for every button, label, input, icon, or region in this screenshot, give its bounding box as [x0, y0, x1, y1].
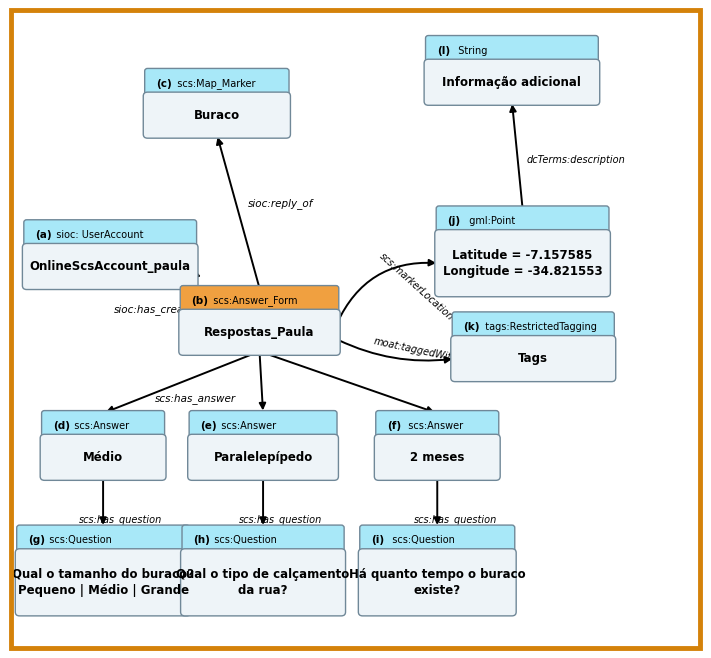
Text: Paralelepípedo: Paralelepípedo [213, 451, 313, 464]
FancyBboxPatch shape [358, 549, 516, 616]
FancyBboxPatch shape [181, 549, 346, 616]
FancyBboxPatch shape [424, 59, 600, 105]
Text: moat:taggedWith: moat:taggedWith [373, 336, 459, 364]
FancyBboxPatch shape [41, 411, 164, 441]
Text: Qual o tamanho do buraco?
Pequeno | Médio | Grande: Qual o tamanho do buraco? Pequeno | Médi… [12, 568, 194, 597]
Text: Respostas_Paula: Respostas_Paula [204, 326, 315, 339]
Text: (k): (k) [464, 322, 480, 332]
Text: Há quanto tempo o buraco
existe?: Há quanto tempo o buraco existe? [349, 568, 525, 597]
Text: scs:markerLocation: scs:markerLocation [377, 251, 455, 322]
Text: (i): (i) [371, 535, 384, 545]
FancyBboxPatch shape [16, 549, 191, 616]
FancyBboxPatch shape [143, 92, 290, 138]
FancyBboxPatch shape [374, 434, 501, 480]
Text: scs:Answer: scs:Answer [215, 420, 277, 431]
Text: tags:RestrictedTagging: tags:RestrictedTagging [479, 322, 597, 332]
FancyBboxPatch shape [436, 206, 609, 236]
Text: (a): (a) [36, 230, 52, 240]
Text: Latitude = -7.157585
Longitude = -34.821553: Latitude = -7.157585 Longitude = -34.821… [443, 249, 602, 278]
Text: scs:Question: scs:Question [43, 535, 112, 545]
FancyBboxPatch shape [24, 220, 196, 250]
Text: Qual o tipo de calçamento
da rua?: Qual o tipo de calçamento da rua? [176, 568, 350, 597]
Text: Médio: Médio [83, 451, 123, 464]
Text: scs:Question: scs:Question [208, 535, 277, 545]
FancyBboxPatch shape [182, 525, 344, 555]
FancyBboxPatch shape [452, 312, 614, 342]
Text: scs:Answer: scs:Answer [402, 420, 463, 431]
Text: scs:has_question: scs:has_question [413, 515, 497, 525]
Text: sioc:reply_of: sioc:reply_of [248, 199, 314, 209]
FancyBboxPatch shape [144, 68, 289, 99]
FancyBboxPatch shape [434, 230, 610, 297]
Text: scs:has_question: scs:has_question [79, 515, 163, 525]
Text: (b): (b) [192, 295, 208, 306]
Text: scs:Answer_Form: scs:Answer_Form [207, 295, 297, 306]
FancyBboxPatch shape [375, 411, 499, 441]
Text: sioc: UserAccount: sioc: UserAccount [50, 230, 144, 240]
FancyBboxPatch shape [425, 36, 599, 66]
FancyBboxPatch shape [181, 286, 339, 316]
Text: scs:Answer: scs:Answer [68, 420, 129, 431]
Text: Tags: Tags [518, 352, 548, 365]
Text: (h): (h) [193, 535, 210, 545]
Text: OnlineScsAccount_paula: OnlineScsAccount_paula [30, 260, 191, 273]
Text: Buraco: Buraco [194, 109, 240, 122]
Text: gml:Point: gml:Point [462, 216, 515, 226]
FancyBboxPatch shape [451, 336, 616, 382]
Text: sioc:has_creator: sioc:has_creator [114, 304, 199, 315]
FancyBboxPatch shape [23, 243, 198, 290]
Text: dcTerms:description: dcTerms:description [527, 155, 625, 164]
Text: Informação adicional: Informação adicional [442, 76, 582, 89]
Text: scs:Map_Marker: scs:Map_Marker [171, 78, 255, 89]
Text: (e): (e) [201, 420, 217, 431]
FancyBboxPatch shape [40, 434, 166, 480]
Text: (c): (c) [156, 78, 172, 89]
Text: 2 meses: 2 meses [410, 451, 464, 464]
Text: scs:Question: scs:Question [386, 535, 455, 545]
Text: (g): (g) [28, 535, 45, 545]
FancyBboxPatch shape [189, 411, 337, 441]
Text: String: String [452, 45, 487, 56]
FancyBboxPatch shape [188, 434, 338, 480]
FancyBboxPatch shape [179, 309, 341, 355]
Text: scs:has_answer: scs:has_answer [155, 393, 236, 403]
FancyBboxPatch shape [360, 525, 515, 555]
Text: (l): (l) [437, 45, 450, 56]
FancyBboxPatch shape [16, 525, 189, 555]
Text: (f): (f) [387, 420, 401, 431]
Text: (j): (j) [448, 216, 461, 226]
Text: (d): (d) [53, 420, 70, 431]
Text: scs:has_question: scs:has_question [239, 515, 323, 525]
